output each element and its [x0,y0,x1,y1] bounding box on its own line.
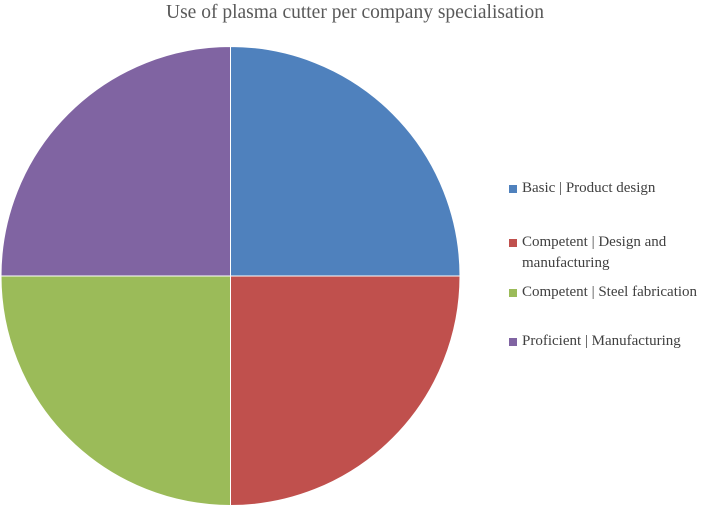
pie-slice-basic-product-design [230,45,461,277]
legend-label: Competent | Steel fabrication [522,284,698,300]
legend-label: Competent | Design and manufacturing [522,234,667,271]
pie-slice-proficient-manufacturing [0,45,231,277]
legend-swatch [509,185,517,193]
legend-item-competent-steel-fabrication: Competent | Steel fabrication [509,282,726,303]
pie-slice-competent-steel-fabrication [0,275,231,507]
legend-swatch [509,239,517,247]
legend-label: Proficient | Manufacturing [522,333,681,349]
pie-chart [0,45,461,507]
legend-item-proficient-manufacturing: Proficient | Manufacturing [509,331,726,352]
chart-title: Use of plasma cutter per company special… [166,2,544,23]
legend-label: Basic | Product design [522,180,656,196]
legend-swatch [509,289,517,297]
legend-item-competent-design-and-manufacturing: Competent | Design and manufacturing [509,232,726,274]
legend-swatch [509,338,517,346]
pie-slice-competent-design-and-manufacturing [230,275,461,507]
legend-item-basic-product-design: Basic | Product design [509,178,726,199]
